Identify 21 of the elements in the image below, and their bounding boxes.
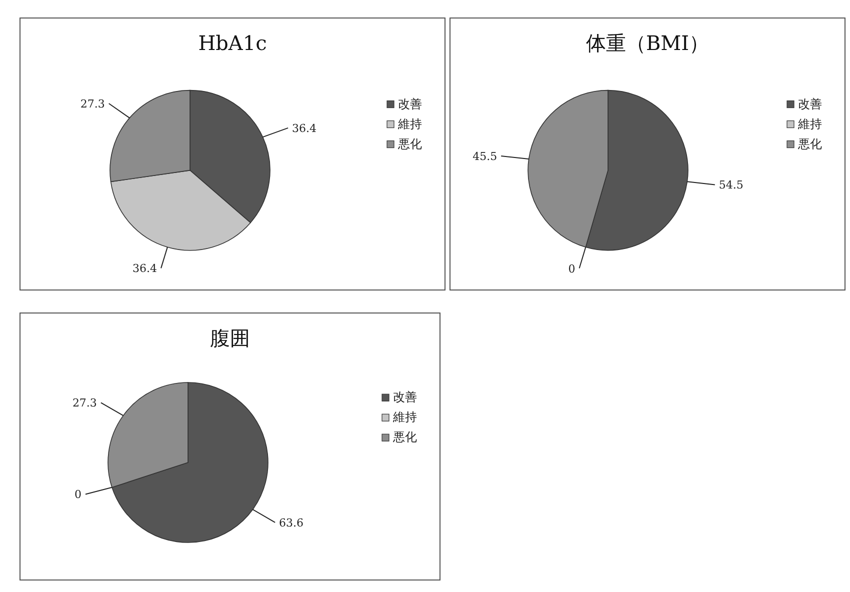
text: 0 <box>74 488 82 502</box>
legend-label: 維持 <box>397 116 422 131</box>
data-label: 36.4 <box>292 122 317 135</box>
chart-title: HbA1c <box>198 31 267 55</box>
legend-label: 改善 <box>798 96 822 111</box>
legend-label: 維持 <box>797 116 822 131</box>
text: 0 <box>568 262 576 276</box>
legend-label: 改善 <box>393 390 417 404</box>
legend-label: 改善 <box>398 96 422 111</box>
data-label: 36.4 <box>132 262 158 276</box>
data-label: 27.3 <box>72 396 97 410</box>
data-label: 45.5 <box>472 150 498 163</box>
legend-label: 悪化 <box>397 136 422 151</box>
chart-title: 腹囲 <box>210 326 250 350</box>
legend-label: 悪化 <box>797 136 822 151</box>
data-label: 63.6 <box>279 516 304 530</box>
data-label: 54.5 <box>718 178 744 192</box>
legend-label: 悪化 <box>392 430 417 444</box>
chart-title: 体重（BMI） <box>586 31 710 55</box>
legend-label: 維持 <box>392 410 417 424</box>
data-label: 27.3 <box>80 98 105 111</box>
